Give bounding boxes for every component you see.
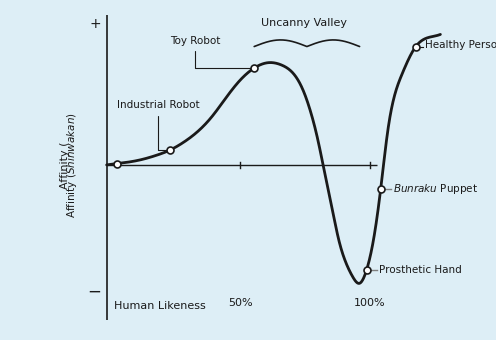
Text: Prosthetic Hand: Prosthetic Hand — [379, 265, 462, 275]
Text: $\it{Bunraku}$ Puppet: $\it{Bunraku}$ Puppet — [393, 182, 478, 196]
Text: Toy Robot: Toy Robot — [170, 36, 251, 68]
Text: Healthy Person: Healthy Person — [425, 40, 496, 50]
Text: Industrial Robot: Industrial Robot — [117, 100, 200, 150]
Text: 100%: 100% — [354, 299, 386, 308]
Text: +: + — [90, 17, 101, 31]
Text: Human Likeness: Human Likeness — [114, 301, 205, 311]
Text: Uncanny Valley: Uncanny Valley — [261, 18, 347, 28]
Text: Affinity (ιtι): Affinity (ιtι) — [65, 133, 75, 197]
Text: Affinity ($\it{Shinwakan}$): Affinity ($\it{Shinwakan}$) — [64, 112, 78, 218]
Text: Affinity (: Affinity ( — [60, 141, 70, 189]
Text: −: − — [87, 283, 101, 301]
Text: 50%: 50% — [228, 299, 252, 308]
